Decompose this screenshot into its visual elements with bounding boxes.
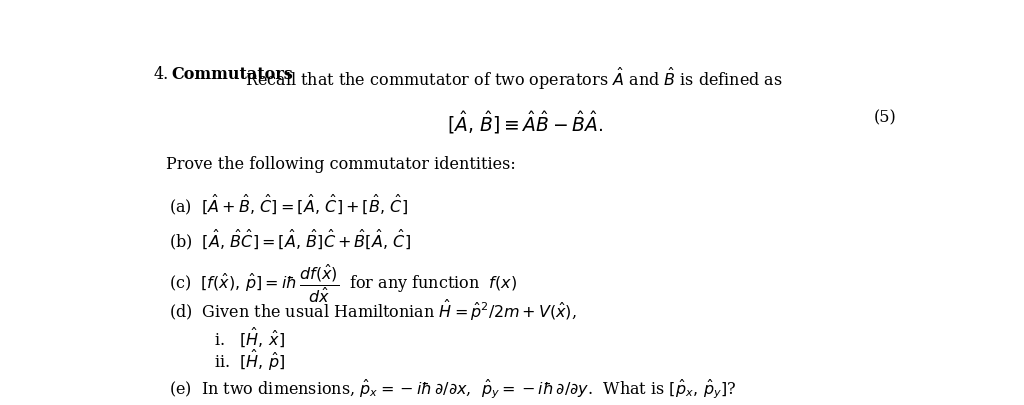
Text: (e)  In two dimensions, $\hat{p}_x = -i\hbar\, \partial/\partial x$,  $\hat{p}_y: (e) In two dimensions, $\hat{p}_x = -i\h… [169, 377, 737, 401]
Text: ii.  $[\hat{H},\, \hat{p}]$: ii. $[\hat{H},\, \hat{p}]$ [214, 348, 286, 373]
Text: Prove the following commutator identities:: Prove the following commutator identitie… [166, 156, 516, 173]
Text: (c)  $[f(\hat{x}),\, \hat{p}] = i\hbar\,\dfrac{df(\hat{x})}{d\hat{x}}$  for any : (c) $[f(\hat{x}),\, \hat{p}] = i\hbar\,\… [169, 262, 517, 305]
Text: (a)  $[\hat{A} + \hat{B},\, \hat{C}] = [\hat{A},\, \hat{C}] + [\hat{B},\, \hat{C: (a) $[\hat{A} + \hat{B},\, \hat{C}] = [\… [169, 193, 409, 217]
Text: Recall that the commutator of two operators $\hat{A}$ and $\hat{B}$ is defined a: Recall that the commutator of two operat… [246, 66, 783, 92]
Text: (d)  Given the usual Hamiltonian $\hat{H} = \hat{p}^2/2m + V(\hat{x})$,: (d) Given the usual Hamiltonian $\hat{H}… [169, 298, 577, 323]
Text: (b)  $[\hat{A},\, \hat{B}\hat{C}] = [\hat{A},\, \hat{B}]\hat{C} + \hat{B}[\hat{A: (b) $[\hat{A},\, \hat{B}\hat{C}] = [\hat… [169, 228, 412, 252]
Text: (5): (5) [873, 109, 896, 126]
Text: Commutators: Commutators [172, 66, 294, 83]
Text: i.   $[\hat{H},\, \hat{x}]$: i. $[\hat{H},\, \hat{x}]$ [214, 326, 285, 349]
Text: 4.: 4. [154, 66, 169, 83]
Text: $[\hat{A},\, \hat{B}] \equiv \hat{A}\hat{B} - \hat{B}\hat{A}.$: $[\hat{A},\, \hat{B}] \equiv \hat{A}\hat… [446, 109, 603, 136]
